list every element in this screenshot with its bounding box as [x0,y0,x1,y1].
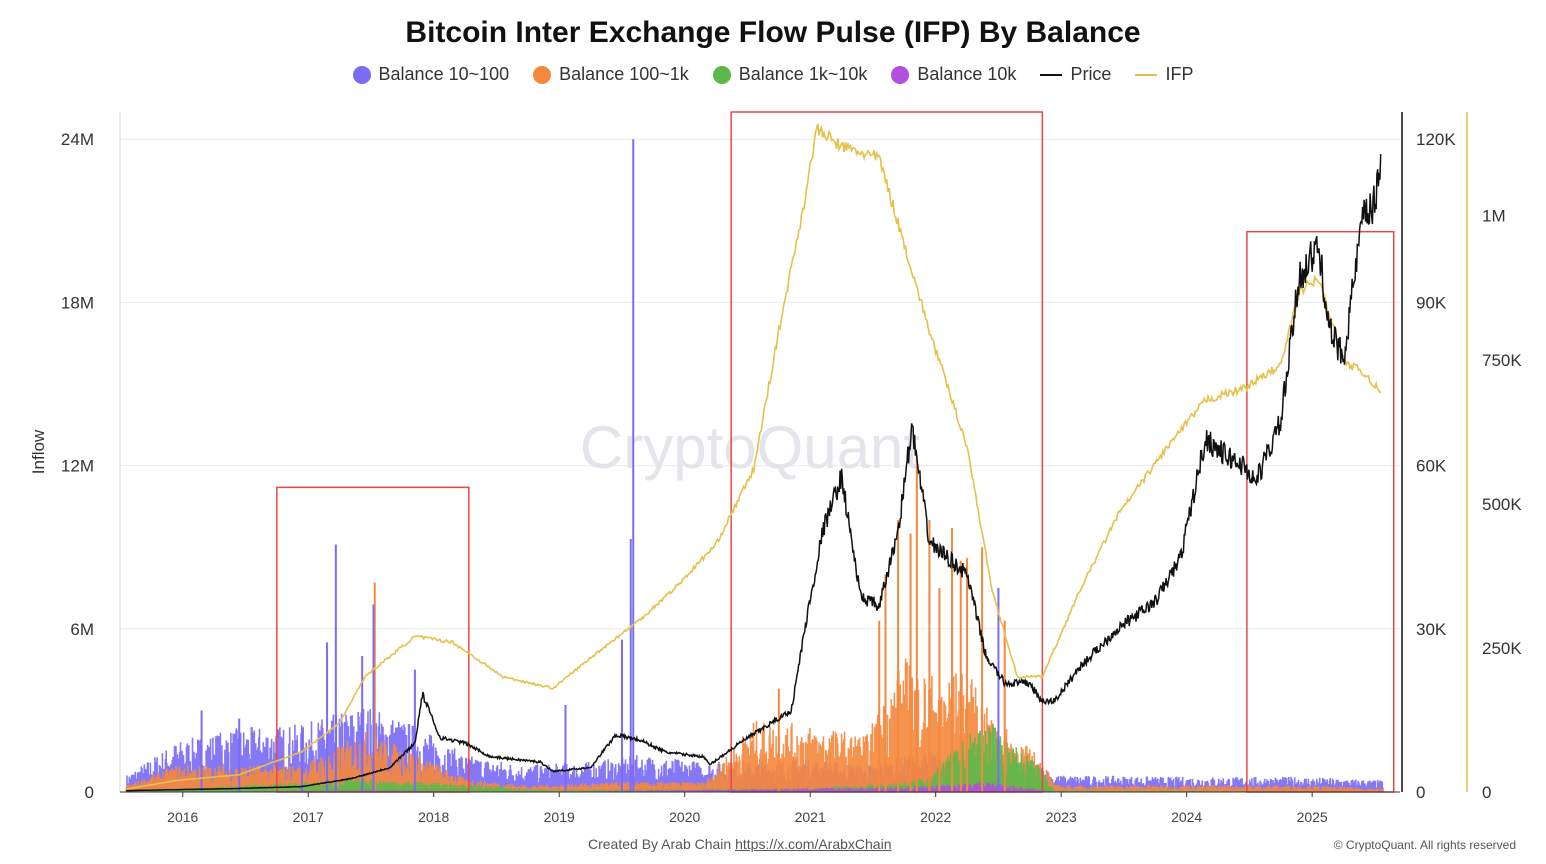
legend-dot-balance-10-100 [352,65,371,84]
legend-label-balance-100-1k: Balance 100~1k [559,64,689,84]
footer-created-by: Created By Arab Chain [588,836,732,852]
y-tick-label: 24M [61,130,94,149]
ifp-line [126,123,1382,790]
legend-dot-balance-1k-10k [712,65,731,84]
price-tick-label: 0 [1416,783,1425,802]
legend-item-ifp[interactable]: IFP [1135,64,1193,85]
legend-item-balance-100-1k[interactable]: Balance 100~1k [533,64,689,85]
price-tick-label: 30K [1416,620,1447,639]
legend-item-balance-10-100[interactable]: Balance 10~100 [352,64,510,85]
y-tick-label: 18M [61,293,94,312]
x-tick-label: 2023 [1046,809,1077,825]
ifp-tick-label: 250K [1482,639,1522,658]
price-tick-label: 60K [1416,457,1447,476]
chart-title: Bitcoin Inter Exchange Flow Pulse (IFP) … [405,16,1141,49]
x-tick-label: 2016 [167,809,198,825]
x-tick-label: 2019 [544,809,575,825]
x-tick-label: 2020 [669,809,700,825]
legend-label-balance-10k: Balance 10k [917,64,1017,84]
price-tick-label: 120K [1416,130,1456,149]
footer-link[interactable]: https://x.com/ArabxChain [735,836,892,852]
inflow-series-balance_100_1k [125,658,1384,792]
x-tick-label: 2024 [1171,809,1202,825]
legend-label-price: Price [1070,64,1112,84]
legend-dot-balance-10k [891,65,910,84]
legend-dot-balance-100-1k [533,65,552,84]
legend-item-balance-10k[interactable]: Balance 10k [891,64,1016,85]
legend-line-price [1040,73,1063,76]
legend-item-price[interactable]: Price [1040,64,1111,85]
x-tick-label: 2022 [920,809,951,825]
y-axis-title: Inflow [29,429,48,474]
y-tick-label: 6M [70,620,94,639]
highlight-box [1246,230,1395,793]
ifp-tick-label: 750K [1482,351,1522,370]
legend-label-balance-1k-10k: Balance 1k~10k [738,64,868,84]
ifp-tick-label: 1M [1482,207,1506,226]
ifp-tick-label: 500K [1482,495,1522,514]
legend-line-ifp [1135,73,1158,76]
legend-item-balance-1k-10k[interactable]: Balance 1k~10k [712,64,868,85]
y-tick-label: 0 [85,783,94,802]
legend-label-ifp: IFP [1165,64,1194,84]
x-tick-label: 2017 [293,809,324,825]
x-tick-label: 2021 [795,809,826,825]
ifp-tick-label: 0 [1482,783,1491,802]
chart-legend: Balance 10~100 Balance 100~1k Balance 1k… [0,64,1546,85]
footer-credit: Created By Arab Chain https://x.com/Arab… [588,836,892,852]
watermark-text: CryptoQuant [580,414,920,481]
legend-label-balance-10-100: Balance 10~100 [378,64,510,84]
price-tick-label: 90K [1416,293,1447,312]
x-tick-label: 2025 [1297,809,1328,825]
price-line [126,154,1382,792]
y-tick-label: 12M [61,457,94,476]
x-tick-label: 2018 [418,809,449,825]
footer-copyright: © CryptoQuant. All rights reserved [1333,838,1516,852]
